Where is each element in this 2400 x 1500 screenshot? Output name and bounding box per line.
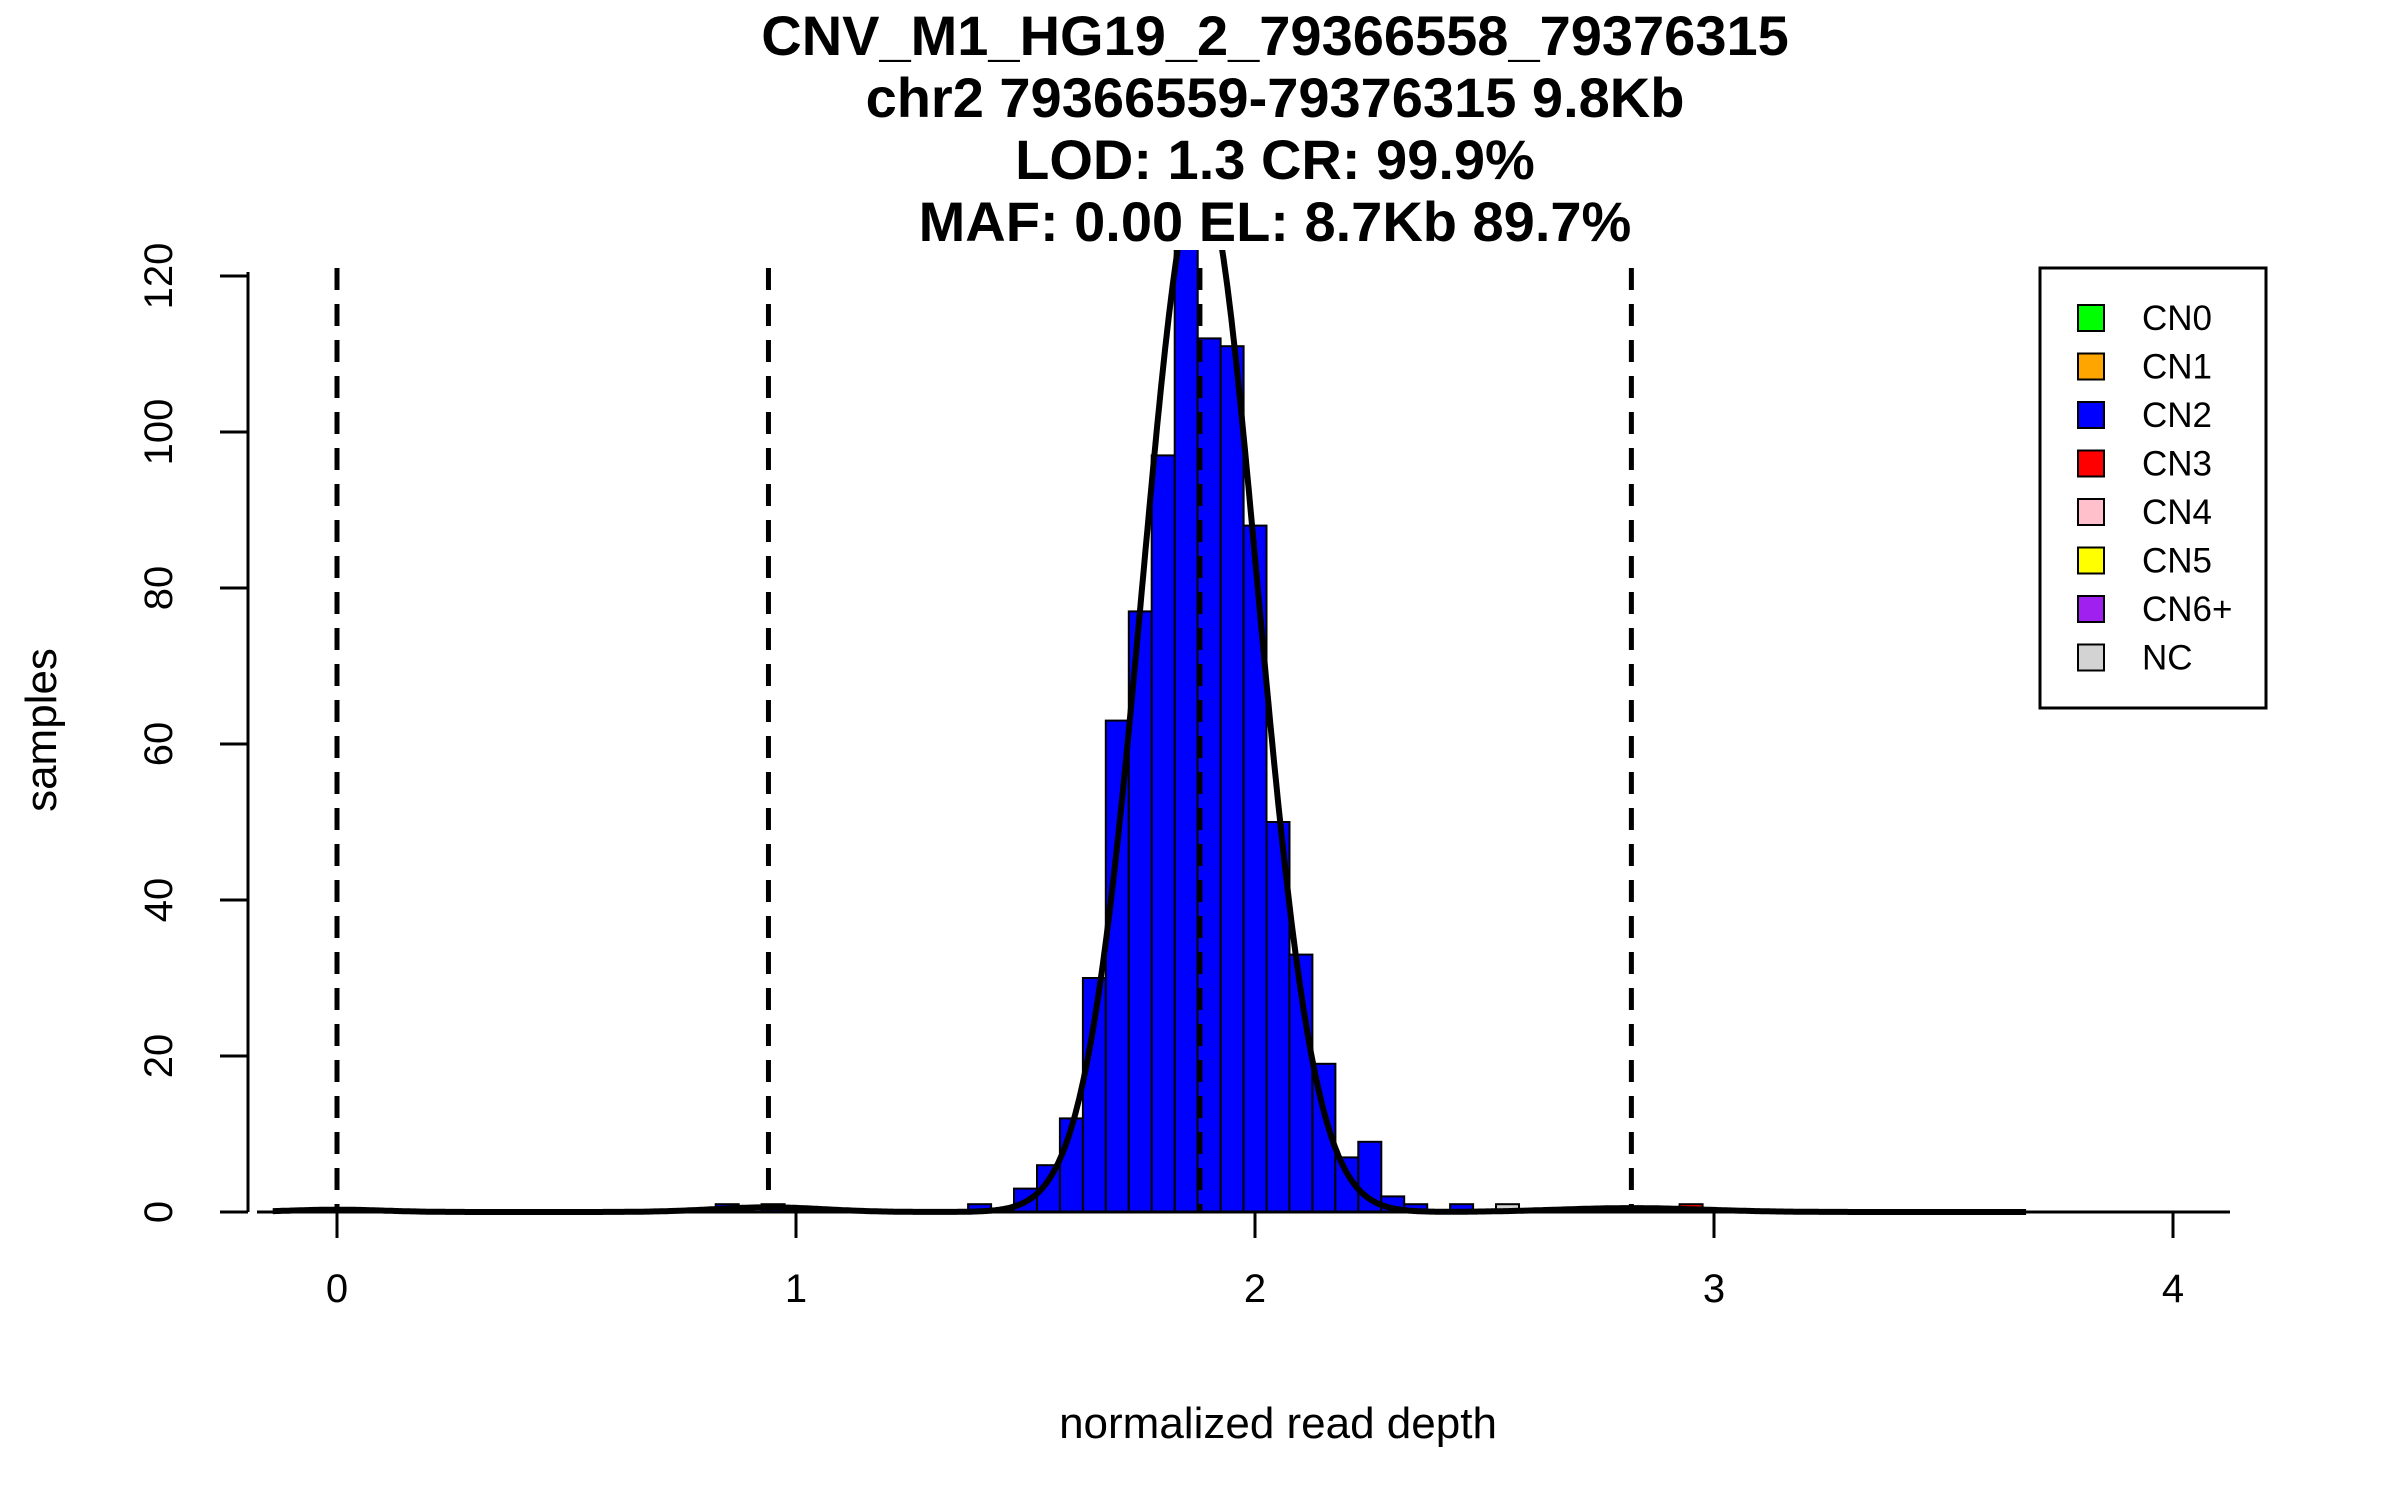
- y-tick-label: 120: [137, 243, 181, 310]
- title-line-4: MAF: 0.00 EL: 8.7Kb 89.7%: [919, 190, 1632, 253]
- legend-swatch: [2077, 643, 2105, 672]
- histogram-bars: [714, 250, 1704, 1214]
- chart-title: CNV_M1_HG19_2_79366558_79376315 chr2 793…: [761, 4, 1789, 253]
- legend-swatch: [2077, 449, 2105, 478]
- x-tick-label: 4: [2162, 1267, 2184, 1311]
- legend-label: CN6+: [2142, 590, 2232, 629]
- legend-label: CN2: [2142, 396, 2212, 435]
- y-tick-label: 20: [137, 1034, 181, 1079]
- legend-swatch: [2077, 352, 2105, 381]
- y-tick-label: 100: [137, 399, 181, 466]
- title-line-2: chr2 79366559-79376315 9.8Kb: [866, 66, 1685, 129]
- legend-label: CN0: [2142, 299, 2212, 338]
- histogram-bar: [1219, 345, 1245, 1213]
- x-tick-label: 2: [1244, 1267, 1266, 1311]
- legend-label: CN5: [2142, 542, 2212, 581]
- y-tick-label: 0: [137, 1201, 181, 1223]
- x-tick-label: 1: [785, 1267, 807, 1311]
- y-tick-label: 40: [137, 878, 181, 923]
- x-axis: 0 1 2 3 4: [257, 1210, 2230, 1311]
- y-tick-label: 80: [137, 566, 181, 611]
- x-tick-label: 0: [326, 1267, 348, 1311]
- legend-label: CN3: [2142, 445, 2212, 484]
- histogram-bar: [1150, 454, 1176, 1213]
- copy-number-thresholds: [334, 268, 1634, 1212]
- y-axis-label: samples: [17, 648, 66, 812]
- legend-swatch: [2077, 595, 2105, 623]
- y-tick-label: 60: [137, 722, 181, 767]
- legend-label: CN1: [2142, 348, 2212, 387]
- histogram-bar: [1173, 250, 1199, 1214]
- legend-swatch: [2077, 401, 2105, 429]
- legend: CN0 CN1 CN2 CN3 CN4 CN5 CN6+ NC: [2038, 266, 2268, 710]
- legend-label: NC: [2142, 639, 2193, 678]
- legend-swatch: [2077, 304, 2105, 332]
- x-axis-label: normalized read depth: [1059, 1399, 1497, 1448]
- x-tick-label: 3: [1703, 1267, 1725, 1311]
- y-axis: 0 20 40 60 80 100 120: [137, 243, 250, 1223]
- legend-label: CN4: [2142, 493, 2212, 532]
- title-line-1: CNV_M1_HG19_2_79366558_79376315: [761, 4, 1789, 67]
- legend-swatch: [2077, 498, 2105, 526]
- legend-swatch: [2077, 546, 2105, 575]
- legend-box: [2038, 266, 2268, 710]
- title-line-3: LOD: 1.3 CR: 99.9%: [1015, 128, 1535, 191]
